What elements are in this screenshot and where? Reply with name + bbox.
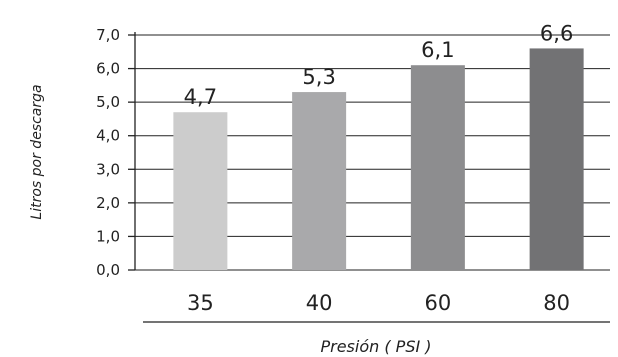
y-tick-label: 1,0	[96, 227, 120, 245]
value-labels: 4,7 5,3 6,1 6,6	[184, 21, 574, 109]
y-tick-label: 2,0	[96, 194, 120, 212]
value-label: 5,3	[302, 65, 335, 89]
bars	[173, 48, 584, 270]
bar-35	[173, 112, 228, 270]
value-label: 4,7	[184, 85, 217, 109]
value-label: 6,1	[421, 38, 454, 62]
y-tick-label: 4,0	[96, 127, 120, 145]
y-axis-title: Litros por descarga	[29, 84, 45, 219]
x-axis-tick-labels: 35 40 60 80	[187, 291, 570, 315]
y-tick-label: 7,0	[96, 26, 120, 44]
bar-80	[529, 48, 584, 270]
value-label: 6,6	[540, 21, 573, 45]
y-axis-ticks: 0,0 1,0 2,0 3,0 4,0 5,0 6,0 7,0	[96, 26, 135, 279]
y-tick-label: 0,0	[96, 261, 120, 279]
x-tick-label: 60	[425, 291, 452, 315]
x-tick-label: 80	[543, 291, 570, 315]
bar-60	[410, 65, 465, 270]
bar-40	[292, 92, 347, 270]
y-tick-label: 6,0	[96, 60, 120, 78]
y-tick-label: 5,0	[96, 93, 120, 111]
x-tick-label: 40	[306, 291, 333, 315]
y-tick-label: 3,0	[96, 160, 120, 178]
x-axis-title: Presión ( PSI )	[320, 337, 431, 356]
x-tick-label: 35	[187, 291, 214, 315]
